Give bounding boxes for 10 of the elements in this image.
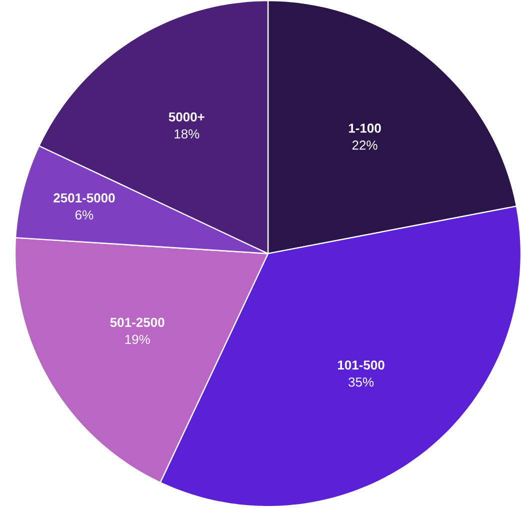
slice-label: 501-2500 — [110, 318, 164, 328]
data-label: 35% — [348, 378, 374, 387]
data-label: 22% — [352, 140, 378, 150]
slice-label: 1-100 — [348, 124, 381, 133]
data-label: 19% — [125, 334, 150, 344]
data-label: 6% — [75, 210, 94, 220]
slice-label: 101-500 — [338, 360, 384, 370]
slice-label: 5000+ — [168, 112, 204, 122]
data-label: 18% — [174, 130, 200, 139]
slice-label: 2501-5000 — [54, 194, 115, 203]
